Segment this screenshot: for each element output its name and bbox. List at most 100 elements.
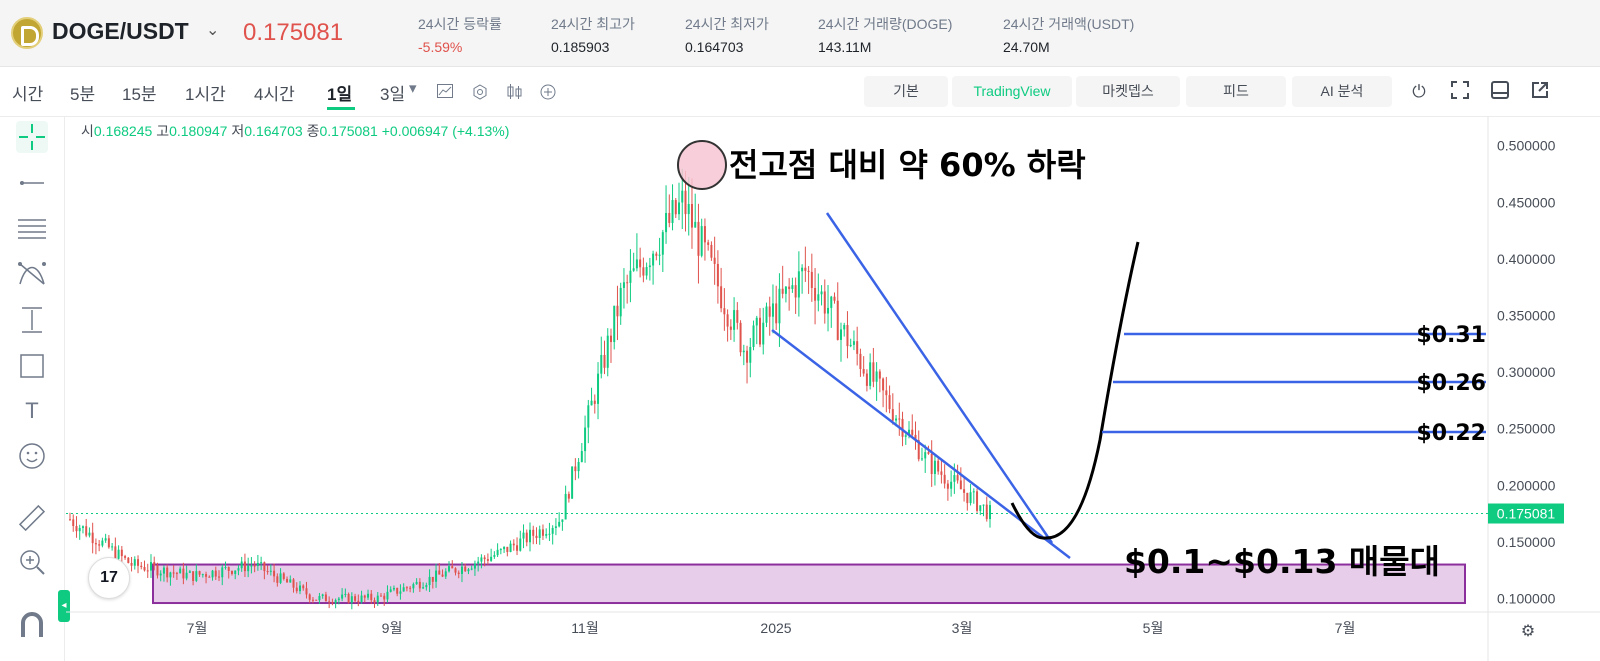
candle-body — [311, 599, 314, 601]
rectangle-tool-icon[interactable] — [16, 350, 48, 382]
tradingview-logo[interactable]: 17 — [88, 557, 130, 599]
candle-body — [308, 594, 311, 600]
share-icon[interactable] — [1529, 81, 1551, 103]
candle-body — [668, 212, 671, 223]
candle-body — [794, 285, 797, 298]
candle-body — [639, 259, 642, 268]
timeframe-3d[interactable]: 3일 — [380, 85, 406, 104]
candle-body — [409, 587, 412, 589]
candle-body — [564, 493, 567, 520]
settings-hex-icon[interactable] — [472, 84, 488, 100]
candle-body — [88, 532, 91, 536]
y-tick-label: 0.350000 — [1497, 308, 1556, 324]
trend-line-icon[interactable] — [16, 167, 48, 199]
peak-marker — [677, 140, 727, 190]
view-ai-button[interactable]: AI 분석 — [1292, 76, 1392, 107]
candle-body — [435, 570, 438, 582]
fullscreen-icon[interactable] — [1449, 81, 1471, 103]
magnet-icon[interactable] — [16, 609, 48, 641]
candle-body — [619, 287, 622, 317]
view-feed-button[interactable]: 피드 — [1186, 76, 1286, 107]
candle-body — [768, 306, 771, 317]
crosshair-icon[interactable] — [16, 121, 48, 153]
pair-name[interactable]: DOGE/USDT — [52, 18, 189, 44]
candle-body — [402, 587, 405, 592]
candle-body — [227, 567, 230, 572]
candle-type-icon[interactable] — [506, 84, 522, 99]
y-tick-label: 0.200000 — [1497, 477, 1556, 493]
text-tool-icon[interactable]: T — [25, 398, 39, 423]
candle-body — [363, 595, 366, 598]
y-tick-label: 0.300000 — [1497, 364, 1556, 380]
candle-body — [104, 538, 107, 541]
ruler-icon[interactable] — [16, 502, 48, 534]
candle-body — [940, 471, 943, 475]
timeframe-4h[interactable]: 4시간 — [254, 85, 295, 104]
stat-low: 24시간 최저가 0.164703 — [685, 14, 769, 55]
candle-body — [341, 594, 344, 599]
candle-body — [182, 568, 185, 579]
candle-body — [101, 540, 104, 546]
candle-body — [590, 400, 593, 406]
candle-body — [331, 602, 334, 604]
candle-body — [690, 204, 693, 228]
timeframe-5m[interactable]: 5분 — [70, 85, 96, 104]
candle-body — [289, 579, 292, 583]
candle-body — [976, 491, 979, 511]
candle-body — [98, 544, 101, 546]
candle-body — [192, 571, 195, 581]
candle-body — [224, 567, 227, 569]
candle-body — [240, 561, 243, 569]
ohlc-legend: 시0.168245 고0.180947 저0.164703 종0.175081 … — [81, 121, 509, 141]
stat-volume: 24시간 거래량(DOGE) 143.11M — [818, 14, 952, 55]
measure-tool-icon[interactable] — [16, 304, 48, 336]
candle-body — [551, 527, 554, 534]
candle-body — [418, 581, 421, 589]
candle-body — [891, 409, 894, 421]
candle-body — [85, 526, 88, 536]
candle-body — [648, 265, 651, 268]
timeframe-1h[interactable]: 1시간 — [185, 85, 226, 104]
zoom-in-icon[interactable] — [16, 546, 48, 578]
candle-body — [839, 329, 842, 340]
candle-body — [159, 573, 162, 576]
candle-body — [185, 572, 188, 579]
view-tradingview-button[interactable]: TradingView — [952, 76, 1072, 107]
power-icon[interactable]: ⏻ — [1412, 82, 1426, 101]
candle-body — [75, 526, 78, 532]
view-depth-button[interactable]: 마켓뎁스 — [1076, 76, 1180, 107]
candle-body — [626, 282, 629, 284]
candle-body — [833, 296, 836, 301]
chevron-down-icon[interactable]: ⌄ — [206, 22, 220, 39]
timeframe-time[interactable]: 시간 — [12, 85, 44, 104]
stat-turnover: 24시간 거래액(USDT) 24.70M — [1003, 14, 1134, 55]
timeframe-1d[interactable]: 1일 — [327, 85, 353, 104]
candle-body — [512, 543, 515, 546]
candle-body — [804, 267, 807, 271]
candle-body — [920, 458, 923, 460]
candle-body — [642, 267, 645, 276]
collapse-toolbar-button[interactable]: ◂ — [58, 590, 70, 622]
candle-body — [697, 221, 700, 256]
pattern-tool-icon[interactable] — [16, 258, 48, 290]
ohlc-close: 0.175081 — [319, 123, 378, 139]
x-tick-label: 7월 — [187, 620, 208, 636]
candle-body — [716, 263, 719, 287]
timeframe-15m[interactable]: 15분 — [122, 85, 157, 104]
candle-body — [558, 521, 561, 527]
candle-body — [567, 493, 570, 499]
indicator-chart-icon[interactable] — [437, 84, 453, 98]
emoji-icon[interactable] — [16, 440, 48, 472]
candle-body — [723, 308, 726, 315]
view-basic-button[interactable]: 기본 — [864, 76, 948, 107]
candle-body — [901, 418, 904, 437]
candle-body — [483, 557, 486, 560]
horizontal-lines-icon[interactable] — [16, 212, 48, 244]
candle-body — [120, 549, 123, 557]
add-indicator-icon[interactable] — [540, 84, 556, 100]
caret-down-icon[interactable]: ▾ — [409, 80, 417, 97]
candle-body — [350, 596, 353, 603]
layout-icon[interactable] — [1489, 81, 1511, 103]
projection-curve — [1010, 241, 1140, 540]
